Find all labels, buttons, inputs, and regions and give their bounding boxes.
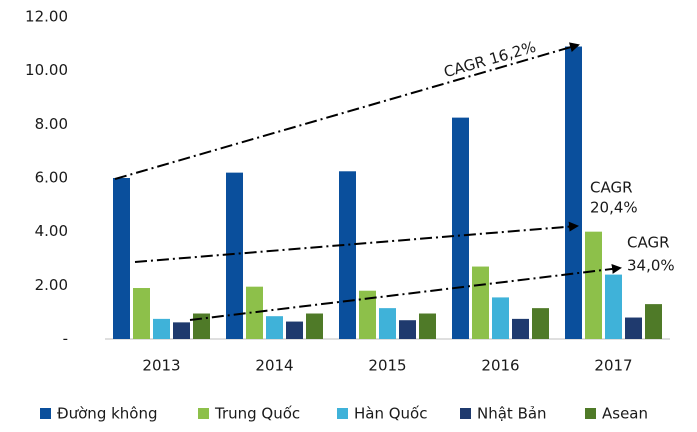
bar <box>625 317 642 339</box>
annotation: CAGR <box>590 179 633 197</box>
cagr-arrow <box>189 263 622 321</box>
x-tick-label: 2013 <box>142 357 180 375</box>
bar <box>512 318 529 339</box>
y-tick-label: 6.00 <box>35 169 68 187</box>
bar <box>266 316 283 339</box>
bar <box>113 178 130 339</box>
annotation: CAGR 16,2% <box>442 38 538 81</box>
bar <box>246 286 263 339</box>
bar <box>153 318 170 339</box>
cagr-arrow <box>114 42 580 180</box>
bar <box>532 308 549 339</box>
y-tick-label: - <box>63 330 68 348</box>
bar <box>226 172 243 339</box>
x-tick-label: 2017 <box>594 357 632 375</box>
bar <box>645 304 662 339</box>
x-tick-label: 2015 <box>368 357 406 375</box>
bar <box>419 313 436 339</box>
y-tick-label: 2.00 <box>35 276 68 294</box>
bar <box>306 313 323 339</box>
bar <box>472 266 489 339</box>
y-tick-label: 10.00 <box>25 61 68 79</box>
y-tick-label: 12.00 <box>25 8 68 26</box>
annotation: 20,4% <box>590 199 638 217</box>
legend-swatch <box>198 408 209 419</box>
cagr-arrow <box>134 221 579 263</box>
bar <box>133 288 150 339</box>
bar <box>585 231 602 339</box>
annotation: 34,0% <box>627 257 675 275</box>
bar <box>605 274 622 339</box>
y-tick-label: 8.00 <box>35 115 68 133</box>
legend-swatch <box>337 408 348 419</box>
bar <box>359 290 376 339</box>
legend-label: Đường không <box>57 405 158 423</box>
legend-label: Nhật Bản <box>477 405 547 423</box>
bar <box>399 320 416 339</box>
legend-swatch <box>585 408 596 419</box>
legend-label: Trung Quốc <box>214 405 300 423</box>
bar <box>173 322 190 339</box>
legend-swatch <box>460 408 471 419</box>
annotation: CAGR <box>627 234 670 252</box>
legend-label: Asean <box>602 405 648 423</box>
bar <box>379 308 396 339</box>
bar <box>339 171 356 339</box>
legend-label: Hàn Quốc <box>354 405 427 423</box>
bars <box>113 46 662 340</box>
legend-swatch <box>40 408 51 419</box>
bar <box>452 117 469 339</box>
bar <box>565 46 582 340</box>
y-tick-label: 4.00 <box>35 222 68 240</box>
bar <box>492 297 509 339</box>
bar <box>286 321 303 339</box>
x-tick-label: 2016 <box>481 357 519 375</box>
x-tick-label: 2014 <box>255 357 293 375</box>
